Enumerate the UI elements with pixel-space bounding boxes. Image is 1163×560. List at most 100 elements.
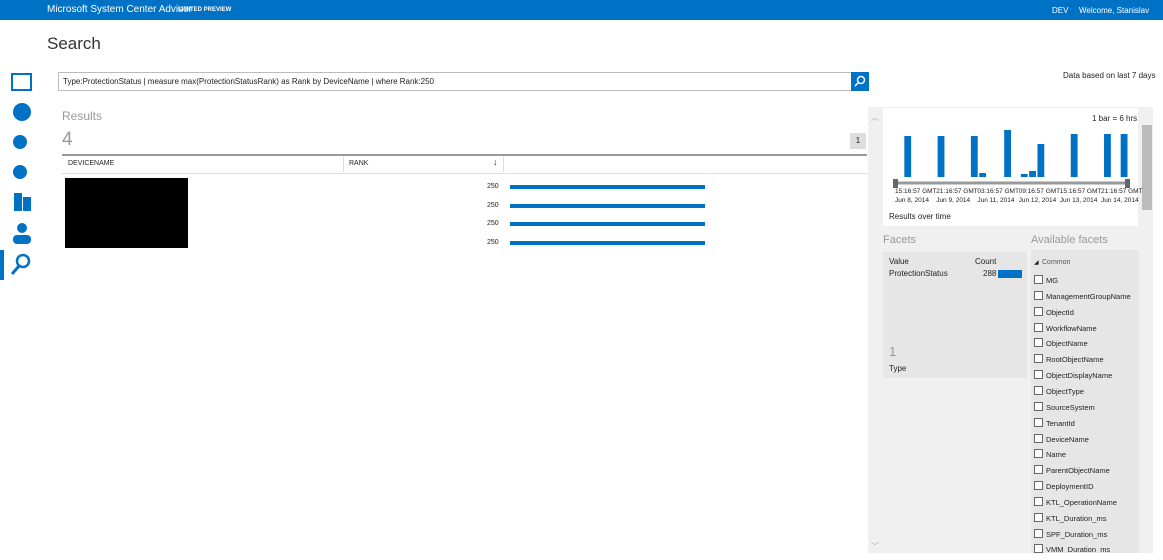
scrollbar[interactable] (1142, 125, 1152, 210)
tick-date: Jun 9, 2014 (936, 197, 971, 204)
scroll-up[interactable]: ︿ (871, 113, 879, 122)
column-header[interactable]: RANK (349, 160, 369, 167)
tick-time: 15:16:57 GMT (895, 188, 937, 195)
timeline-bar[interactable] (1037, 144, 1045, 177)
nav-user[interactable] (17, 223, 27, 233)
facet-value[interactable]: ProtectionStatus (889, 269, 948, 278)
type-label: Type (889, 364, 907, 373)
badge: LIMITED PREVIEW (178, 7, 232, 13)
checkbox[interactable] (1034, 306, 1043, 316)
facet-count: 288 (983, 269, 997, 278)
checkbox[interactable] (1034, 496, 1043, 506)
tick-date: Jun 11, 2014 (977, 197, 1015, 204)
facet-field[interactable]: ObjectName (1046, 339, 1088, 349)
nav-dashboard[interactable] (11, 73, 32, 91)
checkbox[interactable] (1034, 528, 1043, 538)
facet-field[interactable]: ManagementGroupName (1046, 291, 1131, 301)
type-count: 1 (889, 344, 897, 359)
search-button[interactable] (851, 72, 869, 91)
nav-history[interactable] (13, 165, 27, 179)
timeline-bar[interactable] (970, 136, 978, 177)
column-header[interactable]: DEVICENAME (68, 160, 115, 167)
available-title: Available facets (1031, 234, 1108, 246)
checkbox[interactable] (1034, 433, 1043, 443)
product-name[interactable]: Microsoft System Center Advisor (47, 4, 193, 15)
rank-value: 250 (487, 183, 499, 190)
timeline-bar[interactable] (1120, 134, 1128, 177)
facet-field[interactable]: RootObjectName (1046, 355, 1104, 365)
rank-value: 250 (487, 239, 499, 247)
facet-field[interactable]: DeviceName (1046, 434, 1089, 444)
checkbox[interactable] (1034, 338, 1043, 348)
facet-field[interactable]: ObjectDisplayName (1046, 371, 1113, 381)
facet-field[interactable]: MG (1046, 276, 1059, 285)
nav-servers-2 (23, 197, 31, 211)
welcome[interactable]: Welcome, Stanislav (1079, 6, 1150, 15)
checkbox[interactable] (1034, 544, 1043, 553)
checkbox[interactable] (1034, 354, 1043, 364)
page-number[interactable]: 1 (850, 133, 866, 149)
tick-date: Jun 12, 2014 (1018, 197, 1057, 204)
nav-alerts[interactable] (13, 103, 31, 121)
group-arrow: ◢ (1034, 260, 1039, 266)
facet-bar (998, 270, 1022, 278)
facet-field[interactable]: ObjectType (1046, 386, 1084, 396)
tick-time: 21:16:57 GMT (936, 188, 978, 195)
facet-field[interactable]: ObjectId (1046, 307, 1074, 317)
nav-servers[interactable] (14, 193, 22, 211)
facet-field[interactable]: VMM_Duration_ms (1046, 545, 1111, 553)
facet-field[interactable]: SPF_Duration_ms (1046, 529, 1108, 539)
checkbox[interactable] (1034, 417, 1043, 427)
environment[interactable]: DEV (1052, 6, 1069, 15)
timeline-bar[interactable] (1020, 174, 1028, 177)
facet-group[interactable]: Common (1042, 259, 1071, 266)
redacted-devices (65, 178, 188, 248)
timeline-bar[interactable] (1104, 134, 1111, 177)
timeline-bar[interactable] (979, 173, 987, 177)
top-bar (0, 0, 1163, 20)
sort-arrow[interactable]: ↓ (493, 157, 498, 167)
facet-field[interactable]: DeploymentID (1046, 482, 1094, 492)
facet-field[interactable]: WorkflowName (1046, 323, 1097, 333)
rank-value: 250 (487, 201, 499, 209)
nav (0, 73, 32, 280)
timeline-bar[interactable] (904, 136, 912, 177)
checkbox[interactable] (1034, 449, 1043, 459)
facet-field[interactable]: SourceSystem (1046, 402, 1095, 412)
available-facets: ◢ Common MG ManagementGroupName ObjectId Work… (1031, 250, 1139, 553)
rank-value: 250 (487, 220, 499, 228)
checkbox[interactable] (1034, 385, 1043, 395)
range-handle[interactable] (1125, 179, 1130, 188)
checkbox[interactable] (1034, 401, 1043, 411)
range-handle[interactable] (893, 179, 898, 188)
col-sep (503, 156, 504, 172)
checkbox[interactable] (1034, 465, 1043, 475)
timeline-bar[interactable] (937, 136, 945, 177)
timeline-bar[interactable] (1070, 134, 1078, 177)
tick-date: Jun 8, 2014 (895, 197, 929, 204)
facet-field[interactable]: Name (1046, 450, 1067, 460)
rank-bar (510, 222, 705, 227)
scale-label: 1 bar = 6 hrs (1092, 114, 1138, 123)
checkbox[interactable] (1034, 290, 1043, 300)
checkbox[interactable] (1034, 512, 1043, 522)
checkbox[interactable] (1034, 481, 1043, 491)
timeline-bar[interactable] (1029, 171, 1036, 177)
checkbox[interactable] (1034, 370, 1043, 380)
scroll-down[interactable]: ﹀ (871, 542, 879, 551)
nav-search[interactable] (15, 253, 31, 269)
facet-field[interactable]: TenantId (1046, 418, 1075, 428)
rank-bar (510, 185, 705, 189)
nav-user-body (13, 235, 31, 244)
facet-field[interactable]: KTL_Duration_ms (1046, 513, 1107, 523)
tick-time: 21:16:57 GMT (1101, 188, 1143, 195)
timeline-bar[interactable] (1004, 130, 1011, 177)
tick-time: 15:16:57 GMT (1059, 188, 1102, 195)
tick-date: Jun 14, 2014 (1101, 197, 1139, 204)
facet-field[interactable]: KTL_OperationName (1046, 497, 1117, 507)
checkbox[interactable] (1034, 275, 1043, 284)
checkbox[interactable] (1034, 322, 1043, 332)
nav-config[interactable] (13, 135, 27, 149)
data-note: Data based on last 7 days (1063, 71, 1156, 80)
facet-field[interactable]: ParentObjectName (1046, 466, 1110, 476)
